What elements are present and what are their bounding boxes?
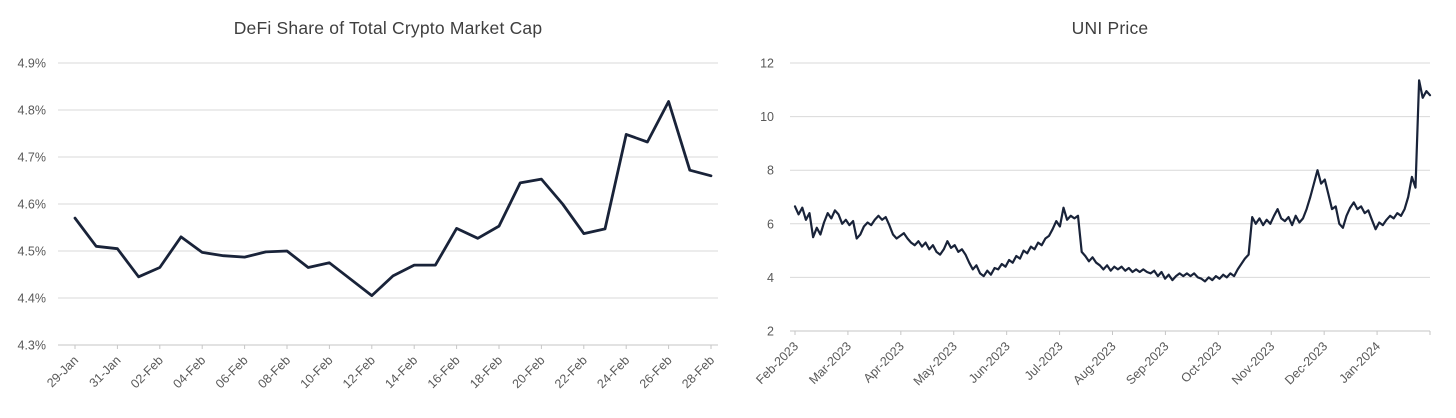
y-tick-label: 4 [767,271,774,285]
x-tick-label: 22-Feb [552,353,590,391]
y-tick-label: 6 [767,217,774,231]
y-tick-label: 4.6% [18,198,47,212]
x-tick-label: 16-Feb [425,353,463,391]
y-tick-label: 2 [767,325,774,339]
y-tick-label: 12 [760,57,774,71]
uni-price-series-line [793,79,1432,283]
x-tick-label: Jun-2023 [966,339,1013,386]
x-tick-label: 26-Feb [637,353,675,391]
x-tick-label: Sep-2023 [1123,339,1171,387]
x-tick-label: 24-Feb [594,353,632,391]
x-tick-label: May-2023 [911,339,960,388]
x-tick-label: 08-Feb [255,353,293,391]
x-tick-label: Oct-2023 [1178,339,1224,385]
x-tick-label: 18-Feb [467,353,505,391]
x-tick-label: 12-Feb [340,353,378,391]
y-tick-label: 4.8% [18,104,47,118]
x-tick-label: 31-Jan [87,353,124,390]
defi-share-series-line [73,100,713,298]
defi-share-chart: DeFi Share of Total Crypto Market Cap 4.… [18,18,718,391]
x-tick-label: 06-Feb [213,353,251,391]
x-tick-label: Nov-2023 [1229,339,1277,387]
defi-share-chart-title: DeFi Share of Total Crypto Market Cap [233,18,543,38]
x-tick-label: Aug-2023 [1070,339,1118,387]
x-tick-label: 04-Feb [170,353,208,391]
x-tick-label: 20-Feb [510,353,548,391]
uni-price-chart: UNI Price 12 10 8 6 4 2 Feb-2023 Mar-2023 Apr-20… [728,0,1456,418]
x-tick-label: Mar-2023 [806,339,854,387]
x-tick-label: Jul-2023 [1022,339,1066,383]
x-tick-label: 10-Feb [298,353,336,391]
y-tick-label: 4.9% [18,57,47,71]
x-tick-label: Dec-2023 [1282,339,1330,387]
x-tick-label: 14-Feb [382,353,420,391]
y-tick-label: 4.7% [18,151,47,165]
x-tick-label: 29-Jan [44,353,81,390]
uni-price-chart-title: UNI Price [1071,18,1149,38]
x-tick-label: Apr-2023 [861,339,907,385]
y-tick-label: 4.3% [18,339,47,353]
x-tick-label: Jan-2024 [1336,339,1383,386]
y-tick-label: 4.4% [18,292,47,306]
y-tick-label: 4.5% [18,245,47,259]
defi-share-plot-area: 4.9% 4.8% 4.7% 4.6% 4.5% 4.4% 4.3%29-Jan 31-Jan… [18,57,718,391]
x-tick-label: 28-Feb [679,353,717,391]
y-tick-label: 8 [767,164,774,178]
y-tick-label: 10 [760,110,774,124]
x-tick-label: 02-Feb [128,353,166,391]
x-tick-label: Feb-2023 [753,339,801,387]
